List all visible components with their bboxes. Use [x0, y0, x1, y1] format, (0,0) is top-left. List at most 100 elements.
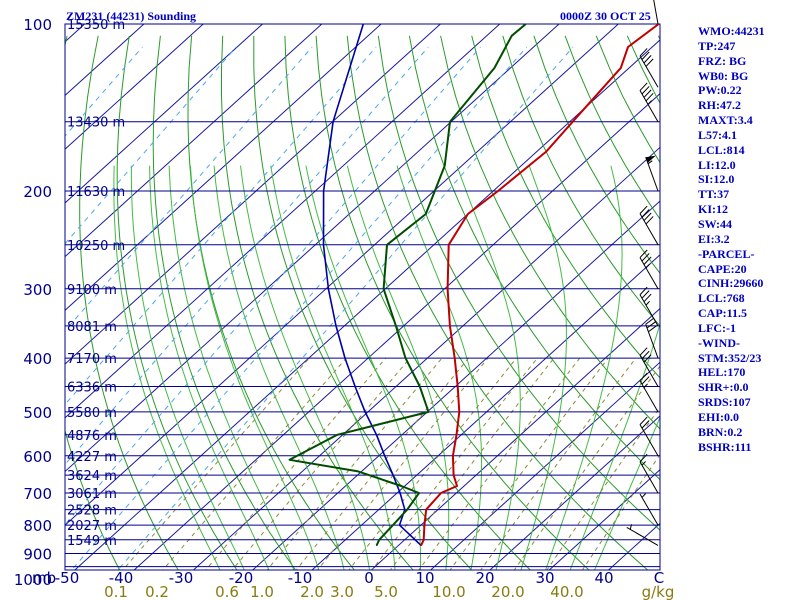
dry-adiabat-line — [116, 35, 238, 570]
dewpoint-line-point — [376, 544, 378, 547]
temperature-line-point — [425, 509, 427, 511]
temperature-line-point — [545, 151, 547, 153]
mixing-ratio-label: 1.0 — [250, 583, 274, 600]
parcel-line-point — [398, 524, 401, 526]
height-label: 2027 m — [67, 519, 117, 534]
moist-adiabat-line — [113, 165, 221, 570]
stat-line: SW:44 — [698, 216, 733, 231]
temperature-line-point — [455, 434, 458, 436]
isotherm-line — [65, 24, 620, 526]
isotherm-line — [65, 24, 323, 258]
moist-adiabat-line — [168, 165, 295, 570]
mixing-ratio-line — [231, 357, 411, 570]
wind-barb — [639, 416, 659, 457]
pressure-tick-label: 300 — [23, 281, 52, 299]
temperature-line-point — [627, 46, 629, 48]
temperature-line-point — [467, 213, 469, 215]
mixing-ratio-line — [162, 357, 347, 570]
stat-line: LFC:-1 — [698, 320, 736, 335]
temperature-tick-label: C — [654, 569, 664, 587]
temperature-line-point — [440, 492, 442, 494]
height-label: 5580 m — [67, 406, 117, 421]
isotherm-line — [65, 24, 501, 419]
mixing-ratio-line — [295, 357, 469, 570]
dewpoint-line-point — [386, 244, 388, 246]
parcel-line-point — [399, 492, 401, 494]
saturation-line — [117, 46, 574, 570]
stat-line: STM:352/23 — [698, 350, 762, 365]
dry-adiabat-line — [377, 35, 660, 531]
pressure-unit-label: mb — [32, 569, 56, 587]
stat-line: CAPE:20 — [698, 261, 747, 276]
moist-adiabat-line — [305, 165, 421, 570]
mixing-ratio-labels: 0.1 0.2 0.6 1.0 2.0 3.0 5.0 10.0 20.0 40.0 g/kg — [104, 583, 674, 600]
stat-line: RH:47.2 — [698, 98, 741, 113]
dewpoint-line-point — [425, 213, 427, 215]
wind-barb — [639, 205, 659, 246]
stat-line: -WIND- — [698, 335, 740, 350]
temperature-tick-label: 40 — [594, 569, 613, 587]
dewpoint-line-point — [336, 434, 338, 436]
wind-barb — [639, 453, 659, 494]
mixing-ratio-label: 3.0 — [330, 583, 354, 600]
stat-line: SI:12.0 — [698, 172, 735, 187]
height-label: 10250 m — [67, 239, 125, 254]
wind-barb — [639, 493, 659, 526]
height-label: 4876 m — [67, 429, 117, 444]
dry-adiabat-line — [440, 35, 660, 430]
isotherm-line — [65, 24, 382, 312]
wind-barb — [639, 48, 659, 88]
height-label: 1549 m — [67, 534, 117, 549]
parcel-line-point — [404, 509, 406, 511]
stat-line: L57:4.1 — [698, 127, 737, 142]
isotherm-line — [65, 24, 442, 365]
stat-line: LI:12.0 — [698, 157, 736, 172]
stat-line: CAP:11.5 — [698, 306, 747, 321]
wind-barb — [645, 155, 659, 192]
wind-barb — [626, 524, 659, 546]
isotherm-lines — [65, 24, 660, 570]
wind-barbs — [626, 0, 659, 546]
isotherm-line — [65, 24, 264, 204]
parcel-line-point — [375, 434, 378, 436]
dry-adiabat-line — [471, 35, 660, 379]
height-label: 4227 m — [67, 450, 117, 465]
stat-line: HEL:170 — [698, 365, 746, 380]
temperature-tick-label: 30 — [535, 569, 554, 587]
temperature-line-point — [572, 121, 574, 123]
temperature-tick-label: -10 — [288, 569, 313, 587]
temperature-tick-label: 20 — [475, 569, 494, 587]
dewpoint-line-point — [449, 121, 451, 123]
dewpoint-line-point — [406, 509, 408, 511]
stat-line: SHR+:0.0 — [698, 380, 749, 395]
mixing-ratio-line — [546, 406, 660, 570]
mixing-ratio-label: 20.0 — [491, 583, 524, 600]
stat-line: BSHR:111 — [698, 439, 752, 454]
parcel-line-point — [322, 244, 325, 246]
parcel-line-point — [335, 325, 337, 327]
dry-adiabat-line — [408, 35, 660, 481]
mixing-ratio-line — [389, 357, 555, 570]
moist-adiabat-line — [569, 322, 660, 570]
temperature-line-point — [658, 24, 660, 25]
wind-barb — [645, 317, 659, 359]
dewpoint-line-point — [418, 492, 420, 494]
mixing-ratio-line — [317, 357, 489, 570]
isotherm-line — [311, 254, 660, 570]
stat-line: WB0: BG — [698, 68, 749, 83]
moist-adiabat-line — [149, 165, 270, 570]
height-labels: 15350 m 13430 m 11630 m 10250 m 9100 m 8081 m… — [67, 18, 125, 549]
height-label: 11630 m — [67, 185, 125, 200]
mixing-ratio-line — [348, 357, 517, 570]
temperature-tick-label: -50 — [55, 569, 80, 587]
dewpoint-line-point — [392, 524, 394, 526]
dry-adiabat-line — [533, 35, 660, 274]
parcel-line-point — [323, 190, 325, 192]
dewpoint-line-point — [444, 165, 446, 167]
temperature-line-point — [447, 288, 449, 290]
pressure-tick-label: 500 — [23, 404, 52, 422]
stat-line: EI:3.2 — [698, 231, 730, 246]
stat-line: FRZ: BG — [698, 53, 747, 68]
mixing-ratio-line — [371, 357, 538, 570]
